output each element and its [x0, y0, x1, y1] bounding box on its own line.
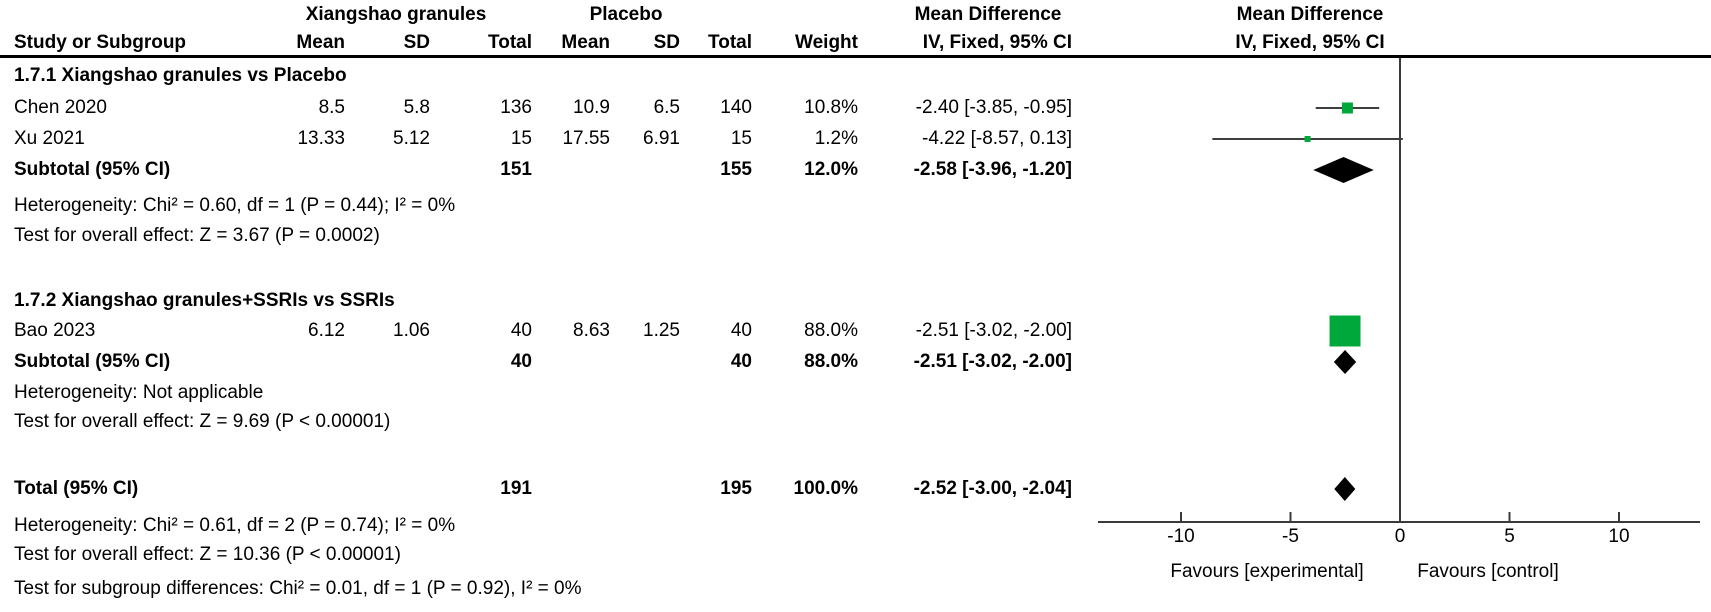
cell-mean-control: 8.63 [573, 320, 610, 341]
subtotal-diamond [1313, 157, 1374, 183]
favours-experimental-label: Favours [experimental] [1170, 561, 1364, 582]
effect-size-square [1329, 315, 1361, 347]
cell-total-experimental: 191 [500, 478, 532, 499]
subtotal-row-label: Subtotal (95% CI) [14, 159, 171, 180]
axis-tick [1180, 512, 1182, 523]
cell-md-ci-text: -2.40 [-3.85, -0.95] [915, 97, 1072, 118]
ci-line [1315, 107, 1380, 109]
cell-weight: 88.0% [804, 320, 858, 341]
overall-effect-note: Test for overall effect: Z = 9.69 (P < 0… [14, 411, 391, 432]
x-axis [1098, 521, 1700, 523]
ci-line [1212, 138, 1403, 140]
axis-tick-label: -10 [1167, 526, 1195, 547]
subtotal-diamond [1333, 350, 1357, 374]
cell-weight: 100.0% [793, 478, 858, 499]
cell-total-control: 15 [730, 128, 752, 149]
subgroup-label: 1.7.2 Xiangshao granules+SSRIs vs SSRIs [14, 290, 395, 311]
cell-mean-experimental: 6.12 [308, 320, 345, 341]
column-header-mean-exp: Mean [296, 32, 345, 53]
cell-sd-experimental: 5.8 [403, 97, 430, 118]
cell-sd-experimental: 5.12 [393, 128, 430, 149]
total-diamond [1334, 477, 1356, 501]
axis-tick-label: -5 [1282, 526, 1299, 547]
zero-line [1399, 58, 1401, 523]
axis-tick-label: 0 [1394, 526, 1406, 547]
axis-tick [1399, 512, 1401, 523]
effect-size-square [1341, 102, 1353, 114]
cell-sd-control: 1.25 [643, 320, 680, 341]
heterogeneity-note: Heterogeneity: Chi² = 0.61, df = 2 (P = … [14, 515, 456, 536]
cell-total-control: 155 [720, 159, 752, 180]
overall-effect-note: Test for overall effect: Z = 3.67 (P = 0… [14, 225, 380, 246]
cell-mean-control: 17.55 [562, 128, 610, 149]
column-group-experimental: Xiangshao granules [305, 4, 487, 25]
cell-mean-control: 10.9 [573, 97, 610, 118]
cell-weight: 10.8% [804, 97, 858, 118]
ci-line [1333, 330, 1357, 332]
subgroup-difference-note: Test for subgroup differences: Chi² = 0.… [14, 578, 582, 599]
axis-tick [1618, 512, 1620, 523]
cell-total-control: 40 [730, 320, 752, 341]
cell-mean-experimental: 8.5 [318, 97, 345, 118]
cell-sd-control: 6.5 [653, 97, 680, 118]
cell-total-control: 140 [720, 97, 752, 118]
overall-effect-note: Test for overall effect: Z = 10.36 (P < … [14, 544, 401, 565]
axis-tick [1289, 512, 1292, 523]
column-header-total-exp: Total [488, 32, 532, 53]
cell-sd-control: 6.91 [643, 128, 680, 149]
cell-total-control: 195 [720, 478, 752, 499]
column-header-ci-plot: IV, Fixed, 95% CI [1235, 32, 1385, 53]
column-header-mean-ctrl: Mean [561, 32, 610, 53]
column-header-sd-ctrl: SD [653, 32, 680, 53]
axis-tick-label: 5 [1504, 526, 1515, 547]
heterogeneity-note: Heterogeneity: Chi² = 0.60, df = 1 (P = … [14, 195, 456, 216]
total-row-label: Total (95% CI) [14, 478, 139, 499]
cell-md-ci-text: -4.22 [-8.57, 0.13] [922, 128, 1072, 149]
subgroup-label: 1.7.1 Xiangshao granules vs Placebo [14, 65, 347, 86]
cell-total-experimental: 40 [510, 320, 532, 341]
cell-total-experimental: 15 [510, 128, 532, 149]
favours-control-label: Favours [control] [1417, 561, 1559, 582]
column-group-control: Placebo [589, 4, 663, 25]
column-header-weight: Weight [795, 32, 858, 53]
effect-size-square [1304, 136, 1311, 142]
header-rule [0, 55, 1711, 58]
cell-md-ci-text: -2.52 [-3.00, -2.04] [913, 478, 1072, 499]
cell-mean-experimental: 13.33 [297, 128, 345, 149]
cell-total-experimental: 40 [510, 351, 532, 372]
md-plot-title: Mean Difference [1236, 4, 1384, 25]
md-column-title: Mean Difference [914, 4, 1062, 25]
study-name: Bao 2023 [14, 320, 96, 341]
cell-total-control: 40 [730, 351, 752, 372]
column-header-total-ctrl: Total [708, 32, 752, 53]
cell-md-ci-text: -2.51 [-3.02, -2.00] [915, 320, 1072, 341]
cell-total-experimental: 136 [500, 97, 532, 118]
column-header-ci-text: IV, Fixed, 95% CI [922, 32, 1072, 53]
cell-sd-experimental: 1.06 [393, 320, 430, 341]
cell-weight: 1.2% [814, 128, 858, 149]
cell-md-ci-text: -2.51 [-3.02, -2.00] [913, 351, 1072, 372]
subtotal-row-label: Subtotal (95% CI) [14, 351, 171, 372]
axis-tick [1508, 512, 1511, 523]
cell-total-experimental: 151 [500, 159, 532, 180]
cell-weight: 88.0% [804, 351, 858, 372]
study-name: Xu 2021 [14, 128, 85, 149]
cell-md-ci-text: -2.58 [-3.96, -1.20] [913, 159, 1072, 180]
column-header-study: Study or Subgroup [14, 32, 187, 53]
heterogeneity-note: Heterogeneity: Not applicable [14, 382, 264, 403]
study-name: Chen 2020 [14, 97, 107, 118]
cell-weight: 12.0% [804, 159, 858, 180]
axis-tick-label: 10 [1608, 526, 1630, 547]
column-header-sd-exp: SD [403, 32, 430, 53]
